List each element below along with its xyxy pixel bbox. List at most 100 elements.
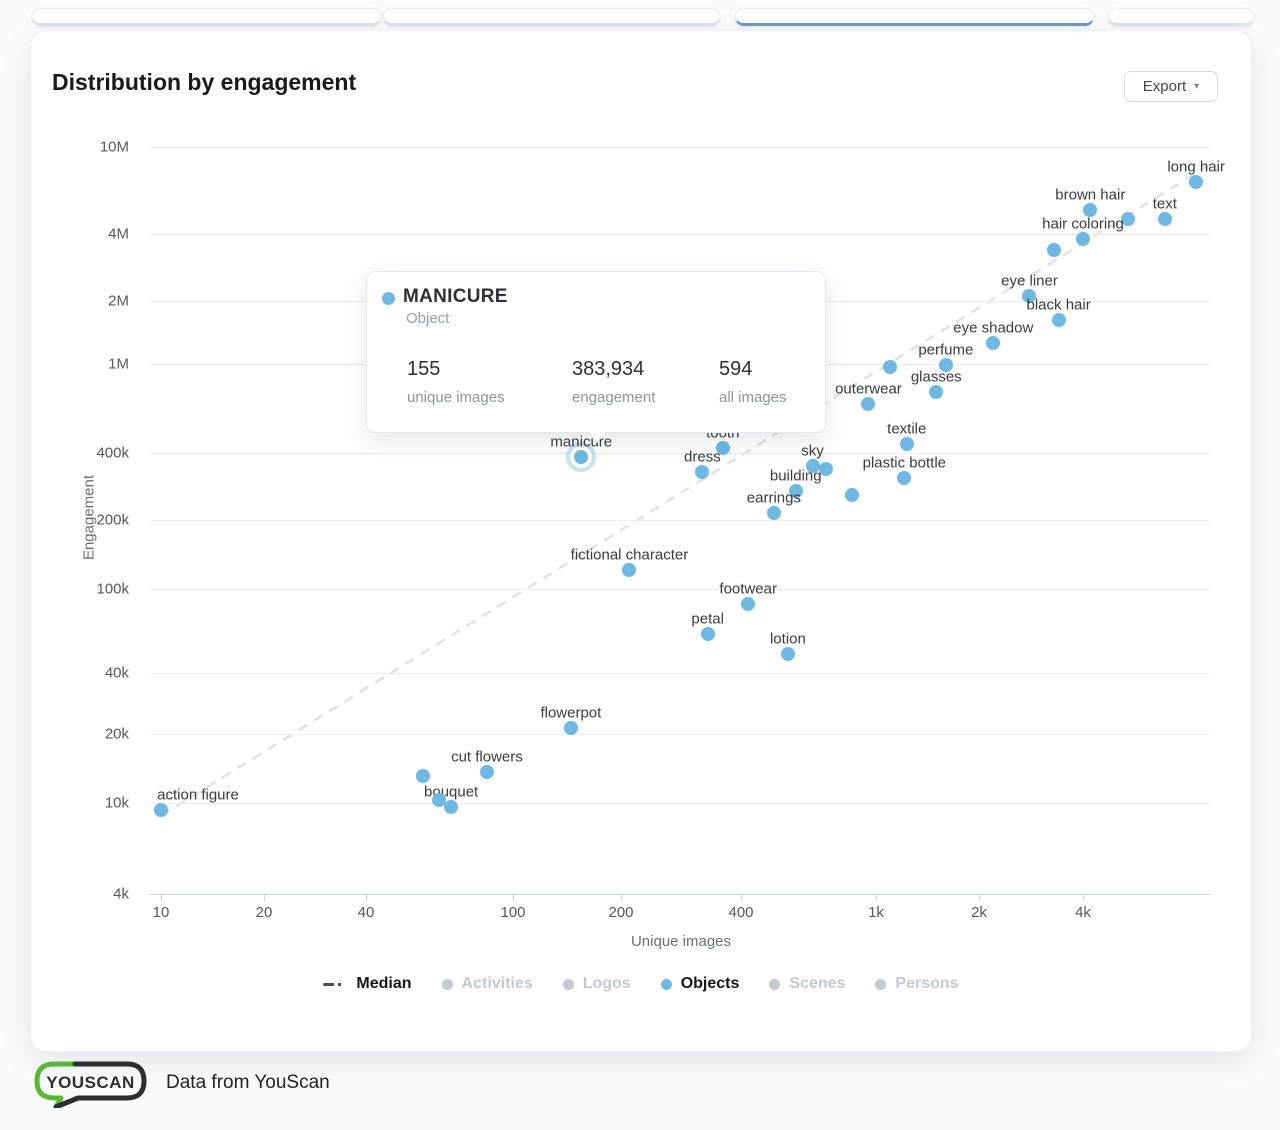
x-axis-title: Unique images: [630, 933, 732, 950]
data-point-eye-liner[interactable]: [1022, 289, 1037, 304]
x-tick-mark: [979, 894, 980, 901]
background-card-tab[interactable]: [383, 8, 720, 26]
legend-dot-icon: [562, 978, 574, 990]
data-point-flowerpot[interactable]: [563, 721, 578, 736]
point-label: lotion: [769, 630, 806, 648]
y-tick-label: 4M: [108, 225, 129, 243]
background-card-tab[interactable]: [735, 8, 1094, 26]
data-point[interactable]: [415, 769, 430, 784]
background-card-tab[interactable]: [1108, 8, 1254, 26]
data-point-manicure[interactable]: [574, 449, 589, 464]
x-tick-mark: [513, 894, 514, 901]
data-point-petal[interactable]: [700, 627, 715, 642]
data-point-glasses[interactable]: [929, 384, 944, 399]
point-label: fictional character: [570, 546, 689, 564]
point-label: dress: [684, 448, 721, 466]
data-point-text[interactable]: [1157, 211, 1172, 226]
data-point-sky[interactable]: [805, 458, 820, 473]
data-point-lotion[interactable]: [780, 647, 795, 662]
data-point[interactable]: [1121, 211, 1136, 226]
chart-card: Distribution by engagement Export ▾ Enga…: [30, 30, 1252, 1052]
data-point-footwear[interactable]: [741, 596, 756, 611]
data-point-hair-coloring[interactable]: [1076, 231, 1090, 246]
tooltip-stat-engagement: 383,934 engagement: [572, 358, 656, 406]
y-gridline: [149, 147, 1211, 148]
point-label: cut flowers: [451, 748, 523, 766]
legend-item-persons[interactable]: Persons: [875, 975, 959, 993]
legend-item-objects[interactable]: Objects: [660, 975, 740, 993]
x-tick-label: 20: [255, 904, 273, 921]
y-gridline: [149, 803, 1211, 804]
data-point[interactable]: [845, 487, 860, 502]
legend-item-label: Activities: [461, 975, 533, 992]
data-point-action-figure[interactable]: [154, 803, 168, 818]
legend-item-label: Logos: [582, 975, 631, 992]
legend-item-activities[interactable]: Activities: [441, 975, 533, 993]
y-tick-label: 40k: [104, 664, 129, 682]
data-point-earrings[interactable]: [766, 506, 781, 520]
tooltip-title: MANICURE: [403, 286, 508, 307]
legend-item-label: Median: [356, 975, 412, 992]
y-tick-label: 400k: [96, 444, 129, 462]
legend-item-label: Persons: [895, 975, 959, 992]
data-point-cut-flowers[interactable]: [479, 765, 494, 780]
data-point[interactable]: [431, 793, 446, 808]
data-point-fictional-character[interactable]: [622, 563, 637, 578]
legend-item-logos[interactable]: Logos: [562, 975, 631, 993]
point-label: long hair: [1167, 158, 1225, 176]
x-axis-line: [149, 894, 1211, 895]
data-point-plastic-bottle[interactable]: [897, 470, 912, 485]
data-point-building[interactable]: [788, 483, 803, 498]
y-tick-label: 200k: [96, 511, 129, 529]
median-line: [160, 162, 1212, 817]
data-point-dress[interactable]: [695, 464, 710, 479]
x-tick-label: 100: [500, 904, 526, 921]
x-tick-label: 4k: [1075, 904, 1091, 921]
y-tick-label: 4k: [113, 885, 129, 903]
point-label: textile: [887, 420, 927, 438]
data-point[interactable]: [883, 359, 898, 374]
chevron-down-icon: ▾: [1194, 80, 1200, 92]
data-point-brown-hair[interactable]: [1083, 203, 1098, 217]
footer-caption: Data from YouScan: [166, 1072, 330, 1093]
legend-item-label: Scenes: [789, 975, 846, 992]
point-label: eye liner: [1001, 272, 1058, 290]
data-point[interactable]: [1047, 242, 1062, 257]
y-tick-label: 1M: [108, 355, 129, 373]
data-point-textile[interactable]: [899, 436, 914, 451]
y-gridline: [149, 734, 1211, 735]
point-label: footwear: [719, 580, 777, 598]
data-point-black-hair[interactable]: [1051, 313, 1066, 328]
point-label: flowerpot: [540, 704, 602, 722]
y-gridline: [149, 234, 1211, 235]
legend-item-scenes[interactable]: Scenes: [769, 975, 845, 993]
export-button[interactable]: Export ▾: [1124, 71, 1218, 102]
legend-dot-icon: [769, 978, 781, 990]
data-point-tooth[interactable]: [715, 441, 730, 456]
x-tick-mark: [876, 894, 877, 901]
x-tick-mark: [161, 894, 162, 901]
scatter-chart: Engagement Unique images 10M 4M 2M 1M 400k 20…: [31, 31, 1251, 1051]
background-card-tab[interactable]: [32, 8, 381, 26]
data-point-long-hair[interactable]: [1189, 175, 1204, 190]
legend-item-median[interactable]: Median: [323, 975, 412, 993]
x-tick-label: 40: [357, 904, 375, 921]
legend-dot-icon: [875, 978, 887, 990]
median-dash-icon: [323, 982, 348, 986]
point-tooltip: MANICURE Object 155 unique images 383,93…: [366, 271, 826, 443]
x-tick-mark: [264, 894, 265, 901]
x-tick-label: 2k: [971, 904, 987, 921]
x-tick-label: 1k: [868, 904, 884, 921]
point-label: glasses: [910, 368, 962, 386]
data-point[interactable]: [818, 461, 833, 476]
data-point-outerwear[interactable]: [861, 397, 876, 412]
y-gridline: [149, 673, 1211, 674]
point-label: plastic bottle: [862, 454, 947, 472]
data-point-bouquet[interactable]: [444, 800, 459, 815]
legend-item-label: Objects: [680, 975, 740, 992]
point-label: earrings: [746, 489, 801, 507]
y-gridline: [149, 589, 1211, 590]
data-point-eye-shadow[interactable]: [986, 335, 1001, 350]
data-point-perfume[interactable]: [938, 357, 953, 372]
point-label: outerwear: [835, 380, 902, 398]
